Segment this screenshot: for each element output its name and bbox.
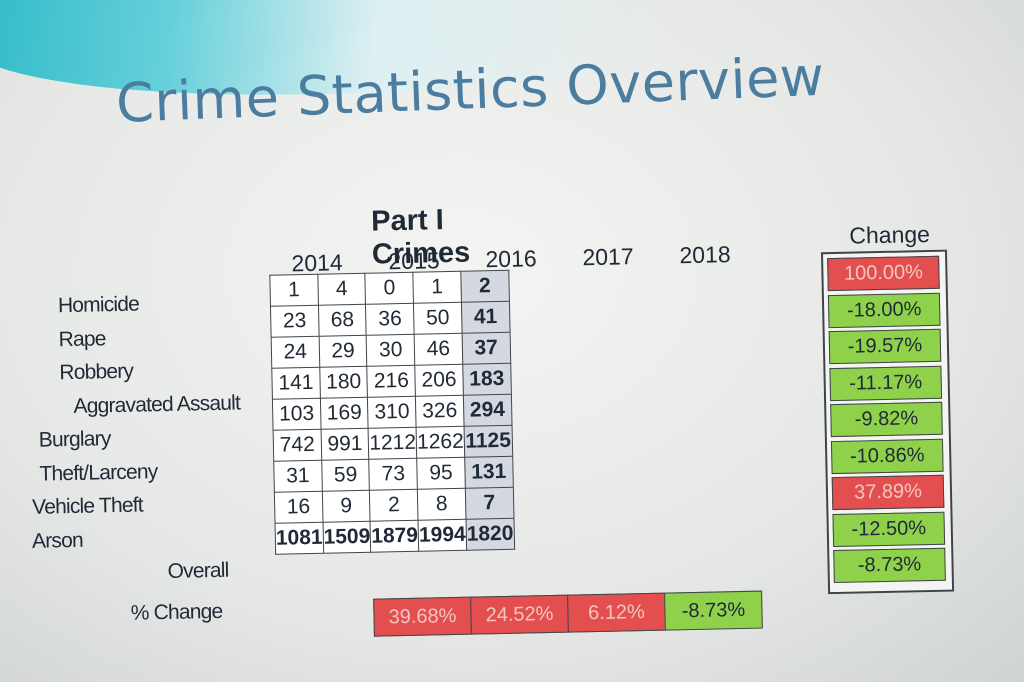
row-label: Vehicle Theft <box>31 493 144 519</box>
pct-change-cell: -8.73% <box>664 590 763 631</box>
change-cell: -18.00% <box>827 292 941 328</box>
table-cell: 326 <box>415 395 464 428</box>
table-cell: 30 <box>366 334 415 367</box>
table-cell: 95 <box>416 457 466 490</box>
table-cell: 183 <box>462 363 511 396</box>
row-label: Homicide <box>57 292 140 318</box>
change-header: Change <box>849 220 931 249</box>
table-cell: 7 <box>465 487 514 520</box>
table-row: 24 29 30 46 37 <box>271 332 511 369</box>
table-cell: 36 <box>365 303 415 336</box>
table-cell: 2 <box>460 270 510 303</box>
table-cell: 1820 <box>465 518 515 551</box>
row-label: Robbery <box>59 359 134 385</box>
year-header-2017: 2017 <box>582 243 634 271</box>
table-cell: 742 <box>273 429 322 462</box>
table-cell: 169 <box>320 397 369 430</box>
table-row: 31 59 73 95 131 <box>273 456 513 493</box>
table-cell: 9 <box>322 490 371 523</box>
table-cell: 1 <box>269 274 319 307</box>
table-cell: 46 <box>414 333 463 366</box>
table-row: 16 9 2 8 7 <box>274 487 514 524</box>
table-cell: 1081 <box>275 522 324 555</box>
table-row: 1081 1509 1879 1994 1820 <box>275 518 515 555</box>
table-row: 742 991 1212 1262 1125 <box>273 425 513 462</box>
table-cell: 216 <box>367 365 416 398</box>
pct-change-cell: 6.12% <box>567 592 666 633</box>
table-row: 141 180 216 206 183 <box>271 363 511 400</box>
table-cell: 73 <box>369 458 418 491</box>
change-cell: -12.50% <box>832 511 946 547</box>
table-cell: 31 <box>273 460 323 493</box>
table-cell: 41 <box>461 301 510 334</box>
change-cell: 100.00% <box>827 255 940 292</box>
table-cell: 24 <box>271 336 320 369</box>
table-cell: 141 <box>271 367 321 400</box>
crime-data-table: 1 4 0 1 2 23 68 36 50 41 24 29 30 46 37 141 180 216 206 183… <box>269 269 515 555</box>
pct-change-cell: 39.68% <box>373 596 472 637</box>
table-cell: 4 <box>317 273 366 306</box>
table-cell: 310 <box>367 396 417 429</box>
table-cell: 1879 <box>370 520 419 553</box>
change-cell: 37.89% <box>831 474 945 511</box>
row-label: Rape <box>58 326 106 351</box>
change-cell: -9.82% <box>830 401 943 438</box>
table-cell: 16 <box>274 491 323 524</box>
table-cell: 37 <box>461 332 511 365</box>
table-row: 23 68 36 50 41 <box>270 301 510 338</box>
row-label: Overall <box>167 558 229 583</box>
row-label: Theft/Larceny <box>39 459 158 486</box>
table-cell: 1212 <box>368 427 417 460</box>
table-cell: 103 <box>272 398 321 431</box>
table-cell: 1 <box>412 271 462 304</box>
row-label: Arson <box>31 528 84 553</box>
pct-change-label: % Change <box>130 599 223 625</box>
row-label: Aggravated Assault <box>73 390 241 418</box>
table-cell: 50 <box>413 302 462 335</box>
table-cell: 59 <box>321 459 370 492</box>
pct-change-cell: 24.52% <box>470 594 569 635</box>
table-cell: 68 <box>318 304 367 337</box>
table-row: 103 169 310 326 294 <box>272 394 512 431</box>
table-cell: 294 <box>463 394 512 427</box>
table-cell: 29 <box>318 335 368 368</box>
table-cell: 0 <box>365 272 414 305</box>
year-header-2016: 2016 <box>485 245 537 273</box>
table-cell: 1509 <box>322 521 372 554</box>
table-cell: 1994 <box>418 519 467 552</box>
table-cell: 8 <box>417 488 466 521</box>
table-cell: 131 <box>464 456 513 489</box>
change-cell: -19.57% <box>828 328 942 365</box>
table-cell: 1262 <box>416 426 465 459</box>
table-cell: 180 <box>319 366 368 399</box>
year-header-2018: 2018 <box>679 241 731 269</box>
table-cell: 1125 <box>463 425 513 458</box>
row-label: Burglary <box>38 427 111 452</box>
change-cell: -8.73% <box>833 547 946 584</box>
change-cell: -10.86% <box>830 438 944 474</box>
table-cell: 991 <box>320 428 370 461</box>
change-cell: -11.17% <box>829 365 943 401</box>
table-cell: 2 <box>369 489 419 522</box>
table-cell: 23 <box>270 305 319 338</box>
table-cell: 206 <box>414 364 464 397</box>
